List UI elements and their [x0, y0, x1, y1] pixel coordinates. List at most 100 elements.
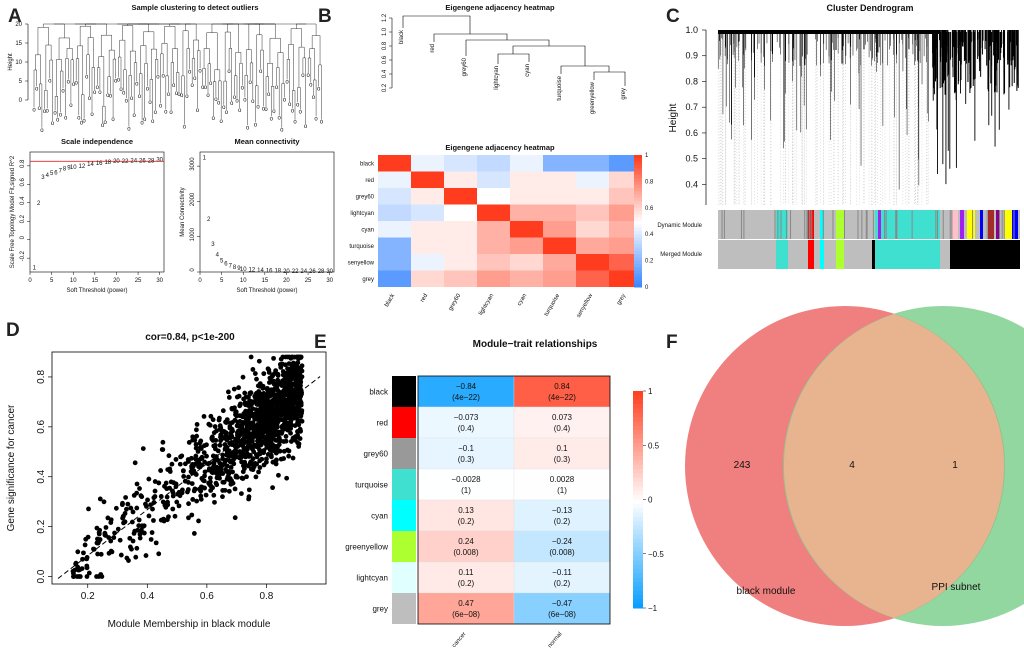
d-point	[217, 468, 223, 474]
d-point	[286, 395, 292, 400]
d-point	[132, 460, 138, 466]
d-point	[246, 496, 252, 502]
d-point	[289, 381, 295, 387]
d-point	[84, 555, 90, 560]
e-colorbar-segment	[633, 534, 643, 540]
c-band-stripe	[866, 210, 868, 239]
a1-leaf-label: o	[159, 103, 163, 109]
b2-colorbar-segment	[634, 263, 642, 268]
b1-leaf-label: red	[430, 44, 436, 53]
a1-leaf-label: o	[233, 95, 237, 101]
a1-leaf-label: o	[201, 85, 205, 91]
a1-branch	[309, 48, 315, 80]
d-point	[124, 506, 129, 512]
d-point	[224, 463, 230, 469]
b2-cell	[510, 237, 543, 254]
e-cell	[417, 530, 515, 563]
e-cell	[417, 406, 515, 439]
b2-colorbar-segment	[634, 164, 642, 169]
b2-cell	[510, 270, 543, 287]
e-row-swatch	[392, 593, 416, 624]
e-row-label: black	[369, 388, 389, 397]
b2-colorbar-tick: 0.2	[645, 259, 654, 265]
d-point	[231, 461, 237, 467]
a1-leaf-label: o	[156, 75, 160, 81]
a1-branch	[43, 23, 65, 38]
c-band-stripe	[811, 210, 813, 239]
b2-cell	[543, 204, 576, 221]
d-point	[290, 401, 296, 407]
e-colorbar-segment	[633, 399, 643, 405]
d-point	[249, 437, 255, 443]
b1-leaf-label: cyan	[525, 64, 531, 77]
d-point	[236, 385, 242, 391]
d-point	[223, 467, 228, 472]
b2-cell	[378, 204, 411, 221]
a3-ytick-label: 3000	[190, 157, 196, 171]
d-point	[201, 450, 207, 456]
a1-leaf-label: o	[46, 108, 50, 114]
d-point	[286, 453, 292, 459]
a3-point-label: 12	[249, 268, 256, 274]
a1-branch	[119, 39, 126, 70]
a1-leaf-label: o	[133, 113, 137, 119]
d-point	[217, 423, 223, 429]
d-point	[297, 436, 303, 441]
e-cell	[513, 375, 611, 408]
a1-leaf-label: o	[275, 85, 279, 91]
b2-row-label: grey	[362, 277, 374, 283]
a1-leaf-label: o	[264, 107, 268, 113]
d-point	[212, 424, 218, 429]
d-point	[223, 457, 229, 463]
b2-colorbar-segment	[634, 161, 642, 166]
c-band-stripe	[807, 210, 809, 239]
c-merged-segment	[776, 240, 788, 269]
c-band-label: Merged Module	[660, 252, 702, 258]
d-point	[191, 531, 197, 536]
b2-colorbar-tick: 0.4	[645, 232, 654, 238]
d-point	[117, 537, 123, 543]
d-point	[246, 441, 252, 447]
a3-point-label: 30	[326, 269, 333, 275]
a3-point-label: 20	[283, 269, 290, 275]
a1-leaf-label: o	[288, 102, 292, 108]
d-point	[165, 502, 171, 508]
d-point	[251, 424, 257, 430]
d-xtick-label: 0.2	[81, 591, 95, 602]
e-cell	[513, 592, 611, 625]
e-colorbar-segment	[633, 408, 643, 414]
b1-title: Eigengene adjacency heatmap	[445, 3, 555, 12]
d-point	[220, 488, 226, 493]
a1-branch	[98, 56, 105, 107]
b2-colorbar-segment	[634, 280, 642, 285]
a1-branch	[256, 34, 263, 86]
b2-cell	[510, 221, 543, 238]
d-point	[253, 407, 259, 413]
d-point	[221, 479, 227, 485]
e-cell	[417, 468, 515, 501]
b2-colorbar-segment	[634, 267, 642, 271]
b2-colorbar-segment	[634, 270, 642, 275]
e-colorbar-segment	[633, 412, 643, 418]
d-point	[238, 431, 244, 437]
b2-colorbar-segment	[634, 237, 642, 242]
e-row-swatch	[392, 407, 416, 438]
d-point	[137, 531, 143, 537]
d-point	[84, 565, 90, 571]
d-point	[95, 551, 101, 557]
c-band-stripe	[884, 210, 886, 239]
d-point	[139, 494, 145, 500]
a3-point-label: 22	[292, 269, 299, 275]
panel-label-E: E	[314, 332, 327, 353]
c-band-stripe	[986, 210, 988, 239]
e-colorbar-segment	[633, 482, 643, 487]
a1-leaf-label: o	[212, 116, 216, 122]
d-point	[286, 361, 292, 367]
d-point	[161, 518, 167, 524]
e-colorbar-segment	[633, 430, 643, 435]
b1-ytick-label: 0.6	[382, 55, 388, 64]
e-row-label: cyan	[371, 512, 388, 521]
a3-title: Mean connectivity	[234, 137, 300, 146]
b2-col-label: cyan	[517, 293, 529, 307]
a1-leaf-label: o	[104, 120, 108, 126]
